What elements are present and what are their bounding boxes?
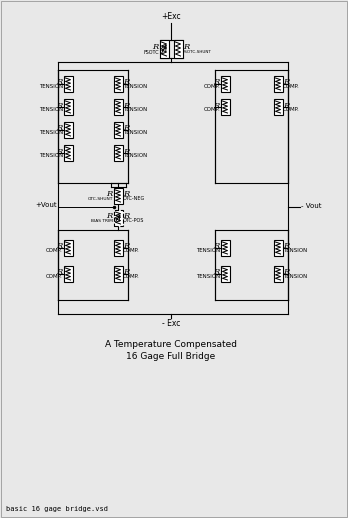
- Text: R: R: [124, 124, 130, 133]
- Text: R: R: [106, 212, 112, 221]
- Bar: [274, 99, 283, 115]
- Bar: [113, 99, 122, 115]
- Text: R: R: [213, 102, 220, 109]
- Bar: [63, 99, 72, 115]
- Text: COMP.: COMP.: [203, 107, 220, 112]
- Text: R: R: [213, 268, 220, 277]
- Bar: [174, 40, 182, 58]
- Bar: [113, 122, 122, 138]
- Text: R: R: [284, 79, 290, 87]
- Text: TENSION: TENSION: [123, 130, 147, 135]
- Text: basic 16 gage bridge.vsd: basic 16 gage bridge.vsd: [6, 506, 108, 512]
- Text: TENSION: TENSION: [283, 248, 307, 253]
- Bar: [113, 240, 122, 256]
- Text: TENSION: TENSION: [39, 130, 63, 135]
- Text: TENSION: TENSION: [196, 274, 220, 279]
- Bar: [221, 99, 229, 115]
- Text: R: R: [56, 124, 63, 133]
- Text: R: R: [183, 43, 190, 51]
- Text: TENSION: TENSION: [39, 84, 63, 89]
- Text: TENSION: TENSION: [123, 107, 147, 112]
- Bar: [113, 76, 122, 92]
- Bar: [274, 240, 283, 256]
- Bar: [274, 266, 283, 282]
- Text: R: R: [124, 212, 130, 221]
- Text: OTC-NEG: OTC-NEG: [123, 196, 145, 202]
- Text: - Vout: - Vout: [301, 204, 322, 209]
- Text: COMP.: COMP.: [46, 248, 63, 253]
- Text: TENSION: TENSION: [123, 84, 147, 89]
- Text: OTC-POS: OTC-POS: [123, 219, 144, 223]
- Text: R: R: [284, 102, 290, 109]
- Text: R: R: [124, 148, 130, 155]
- Text: R: R: [56, 242, 63, 251]
- Text: R: R: [124, 79, 130, 87]
- Text: R: R: [106, 191, 112, 198]
- Text: R: R: [124, 268, 130, 277]
- Text: R: R: [284, 242, 290, 251]
- Text: FSOTC-SHUNT: FSOTC-SHUNT: [183, 50, 212, 54]
- Text: TENSION: TENSION: [39, 107, 63, 112]
- Text: TENSION: TENSION: [283, 274, 307, 279]
- Text: R: R: [152, 43, 158, 51]
- Bar: [221, 266, 229, 282]
- Bar: [221, 240, 229, 256]
- Bar: [274, 76, 283, 92]
- Text: COMP.: COMP.: [203, 84, 220, 89]
- Text: FSOTC: FSOTC: [143, 50, 159, 54]
- Text: COMP.: COMP.: [283, 84, 300, 89]
- Text: - Exc: - Exc: [162, 319, 180, 328]
- Text: R: R: [56, 148, 63, 155]
- Text: COMP.: COMP.: [123, 274, 140, 279]
- Text: +Vout: +Vout: [35, 202, 57, 208]
- Bar: [63, 76, 72, 92]
- Text: TENSION: TENSION: [123, 153, 147, 158]
- Bar: [221, 76, 229, 92]
- Text: R: R: [284, 268, 290, 277]
- Bar: [63, 122, 72, 138]
- Text: R: R: [124, 191, 130, 198]
- Text: OTC-SHUNT: OTC-SHUNT: [88, 197, 113, 201]
- Bar: [113, 188, 122, 204]
- Text: BIAS TRIM: BIAS TRIM: [91, 219, 113, 223]
- Text: +Exc: +Exc: [161, 12, 181, 21]
- Bar: [113, 210, 122, 226]
- Bar: [63, 145, 72, 161]
- Bar: [113, 266, 122, 282]
- Text: TENSION: TENSION: [196, 248, 220, 253]
- Text: R: R: [56, 102, 63, 109]
- Bar: [63, 240, 72, 256]
- Text: A Temperature Compensated
16 Gage Full Bridge: A Temperature Compensated 16 Gage Full B…: [105, 340, 237, 361]
- Text: R: R: [56, 79, 63, 87]
- Text: R: R: [213, 242, 220, 251]
- Text: R: R: [124, 102, 130, 109]
- Text: COMP.: COMP.: [46, 274, 63, 279]
- Text: R: R: [56, 268, 63, 277]
- Bar: [113, 145, 122, 161]
- Text: R: R: [124, 242, 130, 251]
- Text: TENSION: TENSION: [39, 153, 63, 158]
- Text: COMP.: COMP.: [123, 248, 140, 253]
- Bar: [159, 40, 168, 58]
- Bar: [63, 266, 72, 282]
- Text: COMP.: COMP.: [283, 107, 300, 112]
- Text: R: R: [213, 79, 220, 87]
